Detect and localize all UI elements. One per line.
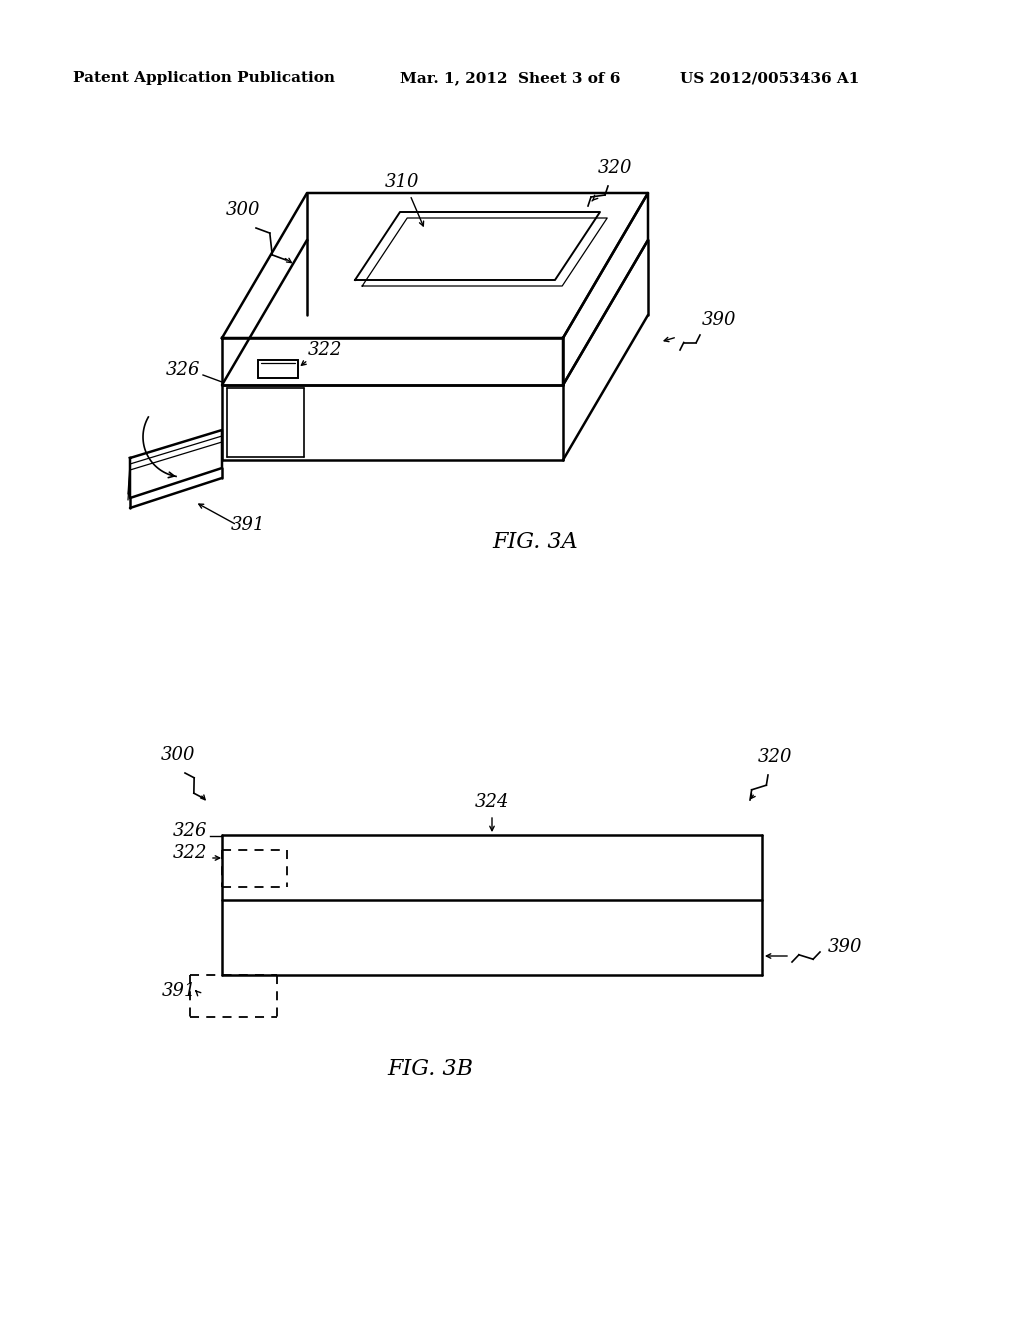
Text: 300: 300 (161, 746, 196, 764)
Text: 326: 326 (166, 360, 200, 379)
Text: 320: 320 (758, 748, 793, 766)
Text: Mar. 1, 2012  Sheet 3 of 6: Mar. 1, 2012 Sheet 3 of 6 (400, 71, 621, 84)
Text: 320: 320 (598, 158, 632, 177)
Bar (258, 360, 298, 378)
Text: 391: 391 (230, 516, 265, 535)
Text: 310: 310 (385, 173, 419, 191)
Text: 322: 322 (172, 843, 207, 862)
Text: 322: 322 (308, 341, 342, 359)
Text: Patent Application Publication: Patent Application Publication (73, 71, 335, 84)
Text: 390: 390 (828, 939, 862, 956)
Text: US 2012/0053436 A1: US 2012/0053436 A1 (680, 71, 859, 84)
Text: 324: 324 (475, 793, 509, 810)
Text: 391: 391 (162, 982, 196, 1001)
Text: FIG. 3A: FIG. 3A (493, 531, 578, 553)
Text: 390: 390 (702, 312, 736, 329)
Text: 300: 300 (225, 201, 260, 219)
Text: FIG. 3B: FIG. 3B (387, 1059, 473, 1080)
Text: 326: 326 (172, 822, 207, 840)
